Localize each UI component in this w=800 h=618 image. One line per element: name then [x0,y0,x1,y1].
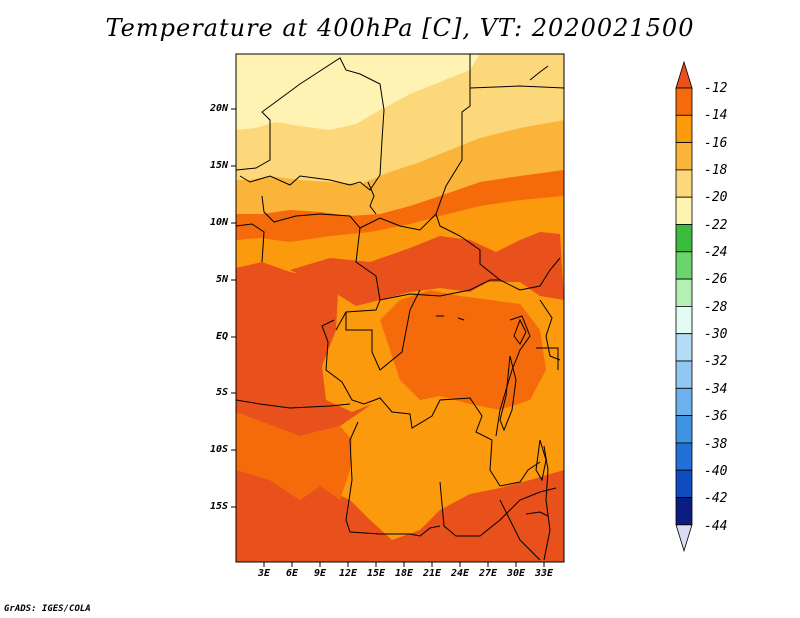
colorbar-label: -36 [704,409,728,424]
lat-label-5n: 5N [215,274,228,285]
colorbar-label: -22 [704,218,728,233]
lon-label-33e: 33E [534,568,554,579]
colorbar-swatch [675,387,693,416]
band-12-region-west [236,262,372,436]
map-title: Temperature at 400hPa [C], VT: 202002150… [105,14,695,42]
colorbar-swatch [675,87,693,116]
colorbar-swatch [675,415,693,444]
lat-label-eq: EQ [215,331,228,342]
lat-label-10s: 10S [209,444,228,455]
colorbar-swatch [675,442,693,471]
colorbar-swatch [675,497,693,526]
axis-ticks [231,108,545,567]
colorbar-label: -32 [704,354,728,369]
lake-kariba-outline [525,511,549,517]
colorbar-label: -12 [704,81,728,96]
lat-label-10n: 10N [209,217,228,228]
lake-tanganyika-outline [499,355,517,432]
lon-label-15e: 15E [366,568,386,579]
colorbar-label: -34 [704,382,728,397]
lat-label-15n: 15N [209,160,228,171]
grads-credit: GrADS: IGES/COLA [4,604,91,614]
colorbar-swatch [675,469,693,498]
colorbar-swatch [675,278,693,307]
band-12-region-north [290,232,564,306]
lakes [367,181,549,517]
colorbar-swatch [675,196,693,225]
lon-label-6e: 6E [285,568,299,579]
colorbar-label: -38 [704,437,728,452]
lake-victoria-outline [513,318,527,345]
temperature-field [236,54,564,562]
colorbar-swatch [675,224,693,253]
colorbar-swatch [675,114,693,144]
colorbar-over-triangle [675,60,693,89]
colorbar-swatch [675,360,693,389]
band-22-fill [236,54,480,130]
colorbar-swatch [675,305,693,335]
colorbar-label: -40 [704,464,728,479]
lon-label-24e: 24E [450,568,470,579]
colorbar-under-triangle [675,524,693,553]
band-14-central [380,290,546,410]
colorbar-label: -14 [704,108,728,123]
lon-label-21e: 21E [422,568,442,579]
colorbar [675,60,693,553]
colorbar-label: -20 [704,190,728,205]
band-14-south [236,412,352,500]
colorbar-label: -16 [704,136,728,151]
colorbar-label: -18 [704,163,728,178]
colorbar-label: -24 [704,245,728,260]
colorbar-label: -28 [704,300,728,315]
colorbar-label: -26 [704,272,728,287]
lon-label-12e: 12E [338,568,358,579]
country-borders [236,54,564,561]
colorbar-swatch [675,169,693,198]
colorbar-label: -30 [704,327,728,342]
lon-label-9e: 9E [313,568,327,579]
red-sea-coast [529,65,549,81]
colorbar-swatch [675,142,693,171]
lon-label-27e: 27E [478,568,498,579]
river-segment [436,315,465,321]
lake-chad-outline [367,181,377,215]
lon-label-30e: 30E [506,568,526,579]
lon-label-3e: 3E [257,568,271,579]
lon-label-18e: 18E [394,568,414,579]
lat-label-15s: 15S [209,501,228,512]
lat-label-5s: 5S [215,387,228,398]
lake-malawi-outline [535,439,547,482]
map-frame [235,53,565,563]
lat-label-20n: 20N [209,103,228,114]
colorbar-swatch [675,251,693,280]
colorbar-label: -44 [704,519,728,534]
band-12-region-south [236,470,564,562]
colorbar-swatch [675,333,693,362]
colorbar-label: -42 [704,491,728,506]
